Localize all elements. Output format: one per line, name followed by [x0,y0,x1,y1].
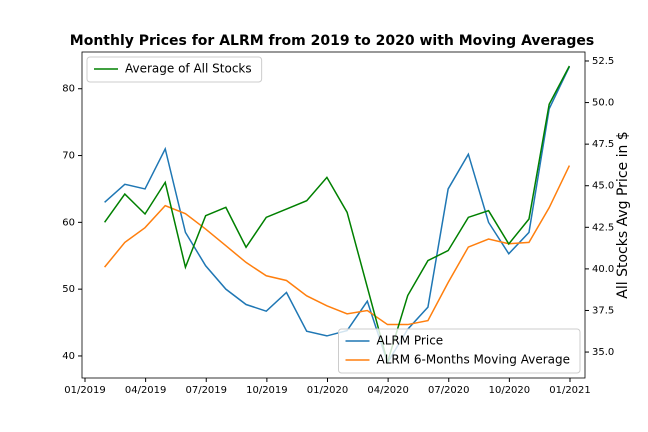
x-tick-label: 07/2020 [428,385,470,396]
y2-tick-label: 50.0 [592,98,614,109]
legend-box [338,328,581,374]
y2-tick-label: 40.0 [592,264,614,275]
y2-axis-label: All Stocks Avg Price in $ [615,131,631,298]
x-tick-label: 04/2019 [125,385,167,396]
series-line [103,65,571,365]
series-line [104,165,571,326]
y-tick-label: 80 [62,84,75,95]
legend: Average of All Stocks [86,56,263,83]
series-line [104,66,571,365]
y2-tick-label: 35.0 [592,347,614,358]
y-tick-label: 70 [62,151,75,162]
legend-box [86,56,263,83]
x-tick-label: 04/2020 [367,385,409,396]
legend-label: ALRM Price [377,334,444,348]
legend-label: Average of All Stocks [125,62,252,76]
y-tick-label: 40 [62,351,75,362]
x-tick-label: 01/2019 [64,385,106,396]
plot-frame [81,51,586,379]
y2-tick-label: 52.5 [592,56,614,67]
chart-title: Monthly Prices for ALRM from 2019 to 202… [70,33,594,49]
y2-tick-label: 42.5 [592,222,614,233]
x-tick-label: 10/2020 [489,385,531,396]
legend: ALRM Price ALRM 6-Months Moving Average [338,328,581,374]
x-tick-label: 10/2019 [246,385,288,396]
legend-label: ALRM 6-Months Moving Average [377,353,571,367]
y-tick-label: 60 [62,217,75,228]
y2-tick-label: 47.5 [592,139,614,150]
y2-tick-label: 37.5 [592,305,614,316]
y-tick-label: 50 [62,284,75,295]
x-tick-label: 01/2021 [549,385,591,396]
y2-tick-label: 45.0 [592,181,614,192]
x-tick-label: 07/2019 [185,385,227,396]
x-tick-label: 01/2020 [307,385,349,396]
